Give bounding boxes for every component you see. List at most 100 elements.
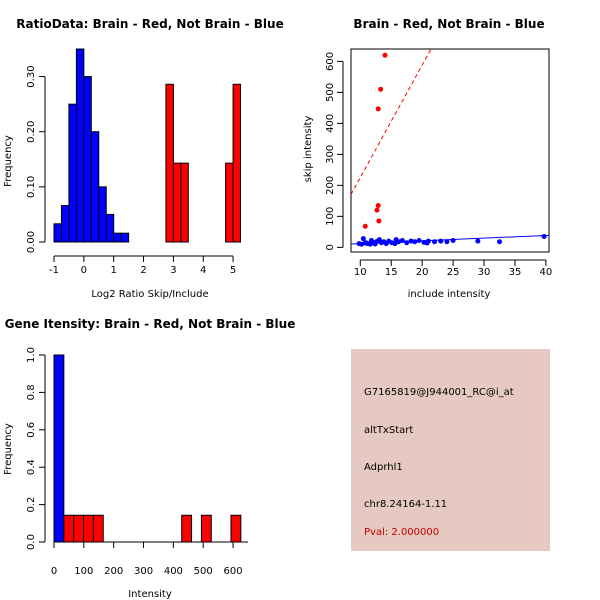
x-tick-label: 100 <box>74 566 93 577</box>
data-point <box>392 241 398 247</box>
y-tick-label: 600 <box>325 52 336 71</box>
y-tick-label: 100 <box>325 207 336 226</box>
histogram-bar <box>200 514 212 543</box>
y-tick-label: 0.00 <box>26 231 37 253</box>
ratio-histogram-xlabel: Log2 Ratio Skip/Include <box>91 289 208 300</box>
data-point <box>424 240 430 246</box>
data-point <box>363 240 369 246</box>
x-tick-label: 0 <box>51 566 57 577</box>
data-point <box>497 239 502 245</box>
histogram-bar <box>181 514 193 543</box>
histogram-bar <box>73 514 85 543</box>
y-tick-label: 1.0 <box>26 347 37 363</box>
gene-name: Adprhl1 <box>364 462 403 473</box>
histogram-bar <box>90 131 100 243</box>
histogram-bar <box>120 232 130 243</box>
data-point <box>412 239 418 245</box>
y-tick-label: 500 <box>325 83 336 102</box>
x-tick-label: 0 <box>81 265 87 276</box>
data-point <box>444 239 450 245</box>
histogram-bar <box>105 213 115 243</box>
data-point <box>450 238 456 244</box>
y-tick-label: 0.2 <box>26 497 37 513</box>
histogram-bar <box>98 186 107 243</box>
probe-info-panel: G7165819@J944001_RC@i_at altTxStart Adpr… <box>351 349 550 551</box>
x-tick-label: 400 <box>164 566 183 577</box>
data-point <box>375 203 381 209</box>
y-tick-label: 0.4 <box>26 459 37 475</box>
data-point <box>362 223 368 229</box>
scatter-title: Brain - Red, Not Brain - Blue <box>353 17 544 31</box>
data-point <box>373 239 379 245</box>
x-tick-label: 3 <box>170 265 176 276</box>
data-point <box>416 238 422 244</box>
x-tick-label: -1 <box>49 265 59 276</box>
intensity-histogram-panel: Gene Itensity: Brain - Red, Not Brain - … <box>3 317 295 600</box>
data-point <box>432 239 438 245</box>
ratio-histogram-ylabel: Frequency <box>3 135 14 187</box>
histogram-bar <box>83 76 92 243</box>
y-tick-label: 0.20 <box>26 121 37 143</box>
y-tick-label: 300 <box>325 145 336 164</box>
ratio-histogram-panel: RatioData: Brain - Red, Not Brain - Blue… <box>3 17 284 300</box>
x-tick-label: 600 <box>224 566 243 577</box>
intensity-histogram-ylabel: Frequency <box>3 423 14 475</box>
scatter-panel: Brain - Red, Not Brain - Blue include in… <box>303 17 553 300</box>
scatter-xlabel: include intensity <box>408 289 491 300</box>
y-tick-label: 200 <box>325 176 336 195</box>
p-value: Pval: 2.000000 <box>364 527 440 538</box>
data-point <box>375 106 381 112</box>
data-point <box>374 207 380 213</box>
y-tick-label: 0.30 <box>26 65 37 87</box>
x-tick-label: 10 <box>354 267 367 278</box>
histogram-bar <box>75 48 85 243</box>
histogram-bar <box>68 103 77 243</box>
y-tick-label: 0 <box>325 244 336 250</box>
data-point <box>399 238 405 244</box>
histogram-bar <box>225 162 234 243</box>
histogram-bar <box>180 162 189 243</box>
x-tick-label: 15 <box>385 267 398 278</box>
data-point <box>376 218 382 224</box>
y-tick-label: 0.10 <box>26 176 37 198</box>
y-tick-label: 0.8 <box>26 384 37 400</box>
histogram-bar <box>83 514 94 543</box>
data-point <box>378 86 384 92</box>
scatter-ylabel: skip intensity <box>303 116 314 183</box>
x-tick-label: 2 <box>140 265 146 276</box>
data-point <box>360 236 366 242</box>
y-tick-label: 400 <box>325 114 336 133</box>
histogram-bar <box>60 205 70 243</box>
data-point <box>404 240 410 246</box>
histogram-bar <box>230 514 242 543</box>
y-tick-label: 0.0 <box>26 534 37 550</box>
data-point <box>541 234 547 240</box>
genomic-location: chr8.24164-1.11 <box>364 499 448 510</box>
intensity-histogram-xlabel: Intensity <box>128 589 172 600</box>
scatter-plot-area <box>351 49 549 247</box>
ratio-histogram-title: RatioData: Brain - Red, Not Brain - Blue <box>16 17 283 31</box>
histogram-bar <box>63 514 75 543</box>
data-point <box>408 238 414 244</box>
histogram-bar <box>165 83 174 243</box>
histogram-bar <box>92 514 104 543</box>
x-tick-label: 500 <box>194 566 213 577</box>
histogram-bar <box>53 354 65 543</box>
intensity-histogram-title: Gene Itensity: Brain - Red, Not Brain - … <box>5 317 296 331</box>
data-point <box>438 238 444 244</box>
x-tick-label: 5 <box>230 265 236 276</box>
x-tick-label: 300 <box>134 566 153 577</box>
x-tick-label: 30 <box>478 267 491 278</box>
data-point <box>382 52 388 58</box>
event-type: altTxStart <box>364 425 414 436</box>
data-point <box>393 237 399 243</box>
probe-id: G7165819@J944001_RC@i_at <box>364 387 514 398</box>
histogram-bar <box>232 83 242 243</box>
histogram-bar <box>113 232 122 243</box>
x-tick-label: 40 <box>540 267 553 278</box>
x-tick-label: 200 <box>104 566 123 577</box>
y-tick-label: 0.6 <box>26 422 37 438</box>
x-tick-label: 1 <box>111 265 117 276</box>
x-tick-label: 4 <box>200 265 206 276</box>
